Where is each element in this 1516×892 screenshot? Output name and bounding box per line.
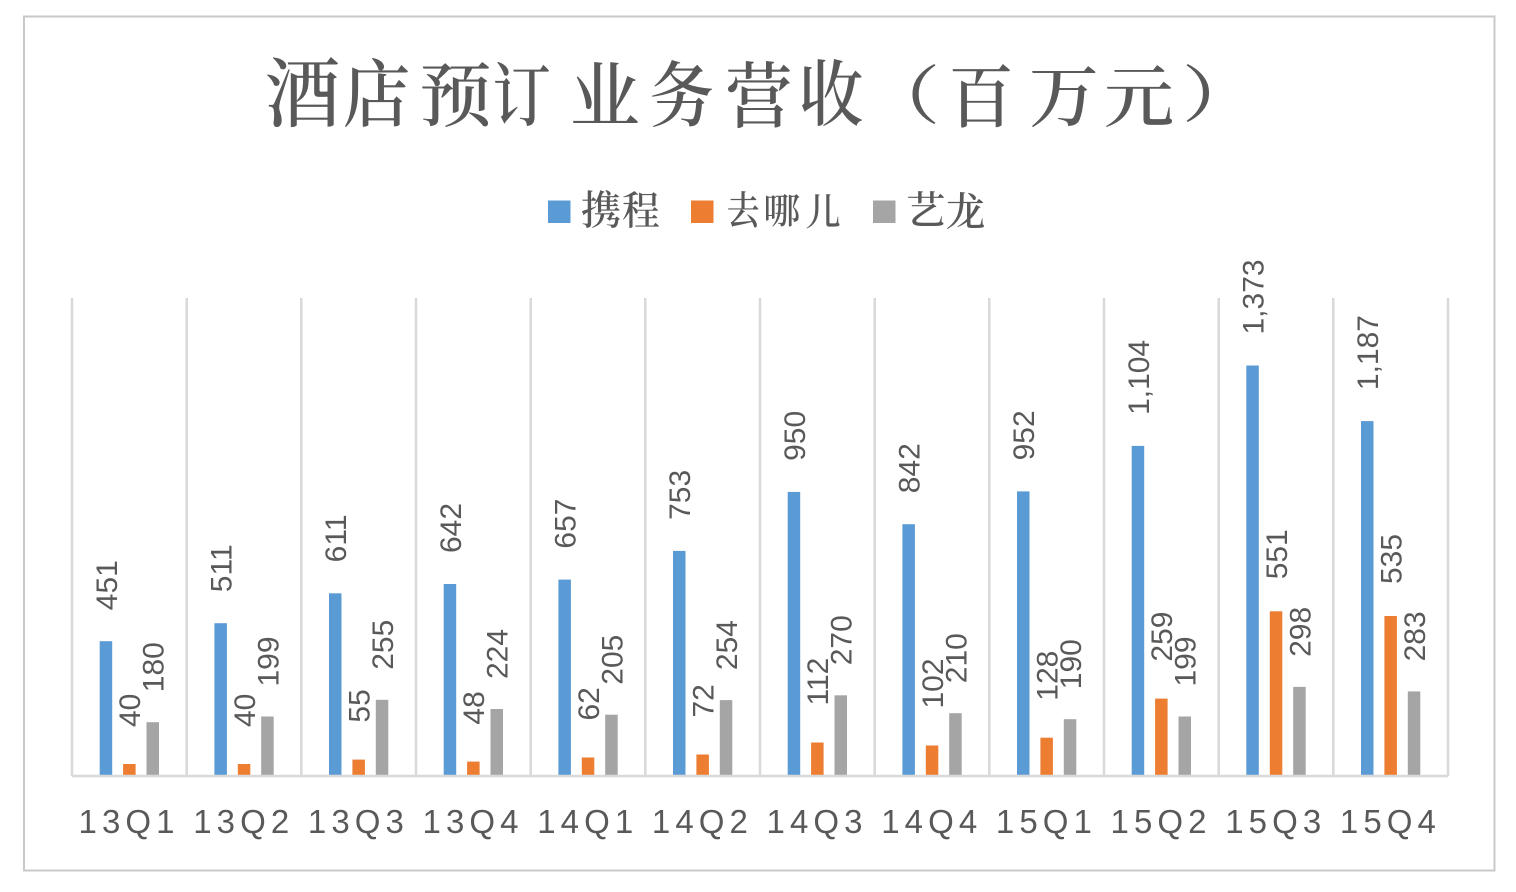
svg-text:40: 40: [229, 694, 262, 727]
svg-text:511: 511: [206, 544, 239, 592]
svg-text:13Q4: 13Q4: [423, 803, 519, 840]
svg-text:842: 842: [894, 443, 927, 493]
svg-text:1,104: 1,104: [1123, 340, 1156, 415]
svg-text:255: 255: [367, 620, 400, 670]
svg-text:270: 270: [826, 615, 859, 665]
svg-text:14Q2: 14Q2: [652, 803, 748, 840]
svg-text:72: 72: [688, 684, 721, 717]
svg-text:15Q4: 15Q4: [1340, 803, 1436, 840]
svg-text:298: 298: [1284, 607, 1317, 657]
svg-text:283: 283: [1399, 611, 1432, 661]
svg-text:451: 451: [91, 560, 124, 610]
svg-text:254: 254: [711, 620, 744, 670]
svg-text:15Q3: 15Q3: [1225, 803, 1321, 840]
svg-text:14Q4: 14Q4: [881, 803, 977, 840]
svg-text:753: 753: [664, 470, 697, 520]
svg-text:657: 657: [550, 499, 583, 549]
svg-text:62: 62: [573, 687, 606, 720]
svg-text:14Q1: 14Q1: [537, 803, 633, 840]
svg-text:199: 199: [252, 636, 285, 686]
svg-text:1,187: 1,187: [1352, 315, 1385, 390]
svg-text:210: 210: [940, 633, 973, 683]
svg-text:952: 952: [1008, 410, 1041, 460]
svg-text:611: 611: [320, 514, 353, 562]
svg-text:40: 40: [114, 694, 147, 727]
svg-text:259: 259: [1146, 612, 1179, 662]
svg-text:15Q2: 15Q2: [1111, 803, 1207, 840]
svg-text:950: 950: [779, 411, 812, 461]
svg-text:535: 535: [1376, 534, 1409, 584]
svg-text:128: 128: [1032, 651, 1065, 701]
svg-text:13Q1: 13Q1: [79, 803, 175, 840]
svg-text:55: 55: [344, 689, 377, 722]
svg-text:13Q2: 13Q2: [193, 803, 289, 840]
svg-text:205: 205: [596, 635, 629, 685]
svg-text:180: 180: [138, 642, 171, 692]
svg-text:199: 199: [1170, 636, 1203, 686]
svg-text:48: 48: [458, 691, 491, 724]
svg-text:642: 642: [435, 503, 468, 553]
svg-text:15Q1: 15Q1: [996, 803, 1092, 840]
svg-text:1,373: 1,373: [1238, 259, 1271, 334]
svg-text:190: 190: [1055, 639, 1088, 689]
svg-text:13Q3: 13Q3: [308, 803, 404, 840]
svg-text:112: 112: [802, 658, 835, 706]
svg-text:102: 102: [917, 658, 950, 708]
svg-text:224: 224: [482, 629, 515, 679]
svg-text:551: 551: [1261, 529, 1294, 579]
svg-text:14Q3: 14Q3: [767, 803, 863, 840]
